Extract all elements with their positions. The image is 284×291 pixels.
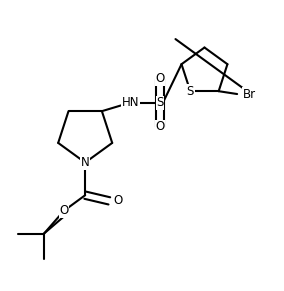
Text: HN: HN (122, 96, 139, 109)
Text: S: S (156, 96, 164, 109)
Text: Br: Br (243, 88, 256, 100)
Text: O: O (114, 194, 123, 207)
Text: O: O (59, 204, 68, 217)
Text: N: N (81, 156, 89, 169)
Text: S: S (187, 85, 194, 98)
Text: O: O (155, 120, 165, 133)
Text: O: O (155, 72, 165, 85)
